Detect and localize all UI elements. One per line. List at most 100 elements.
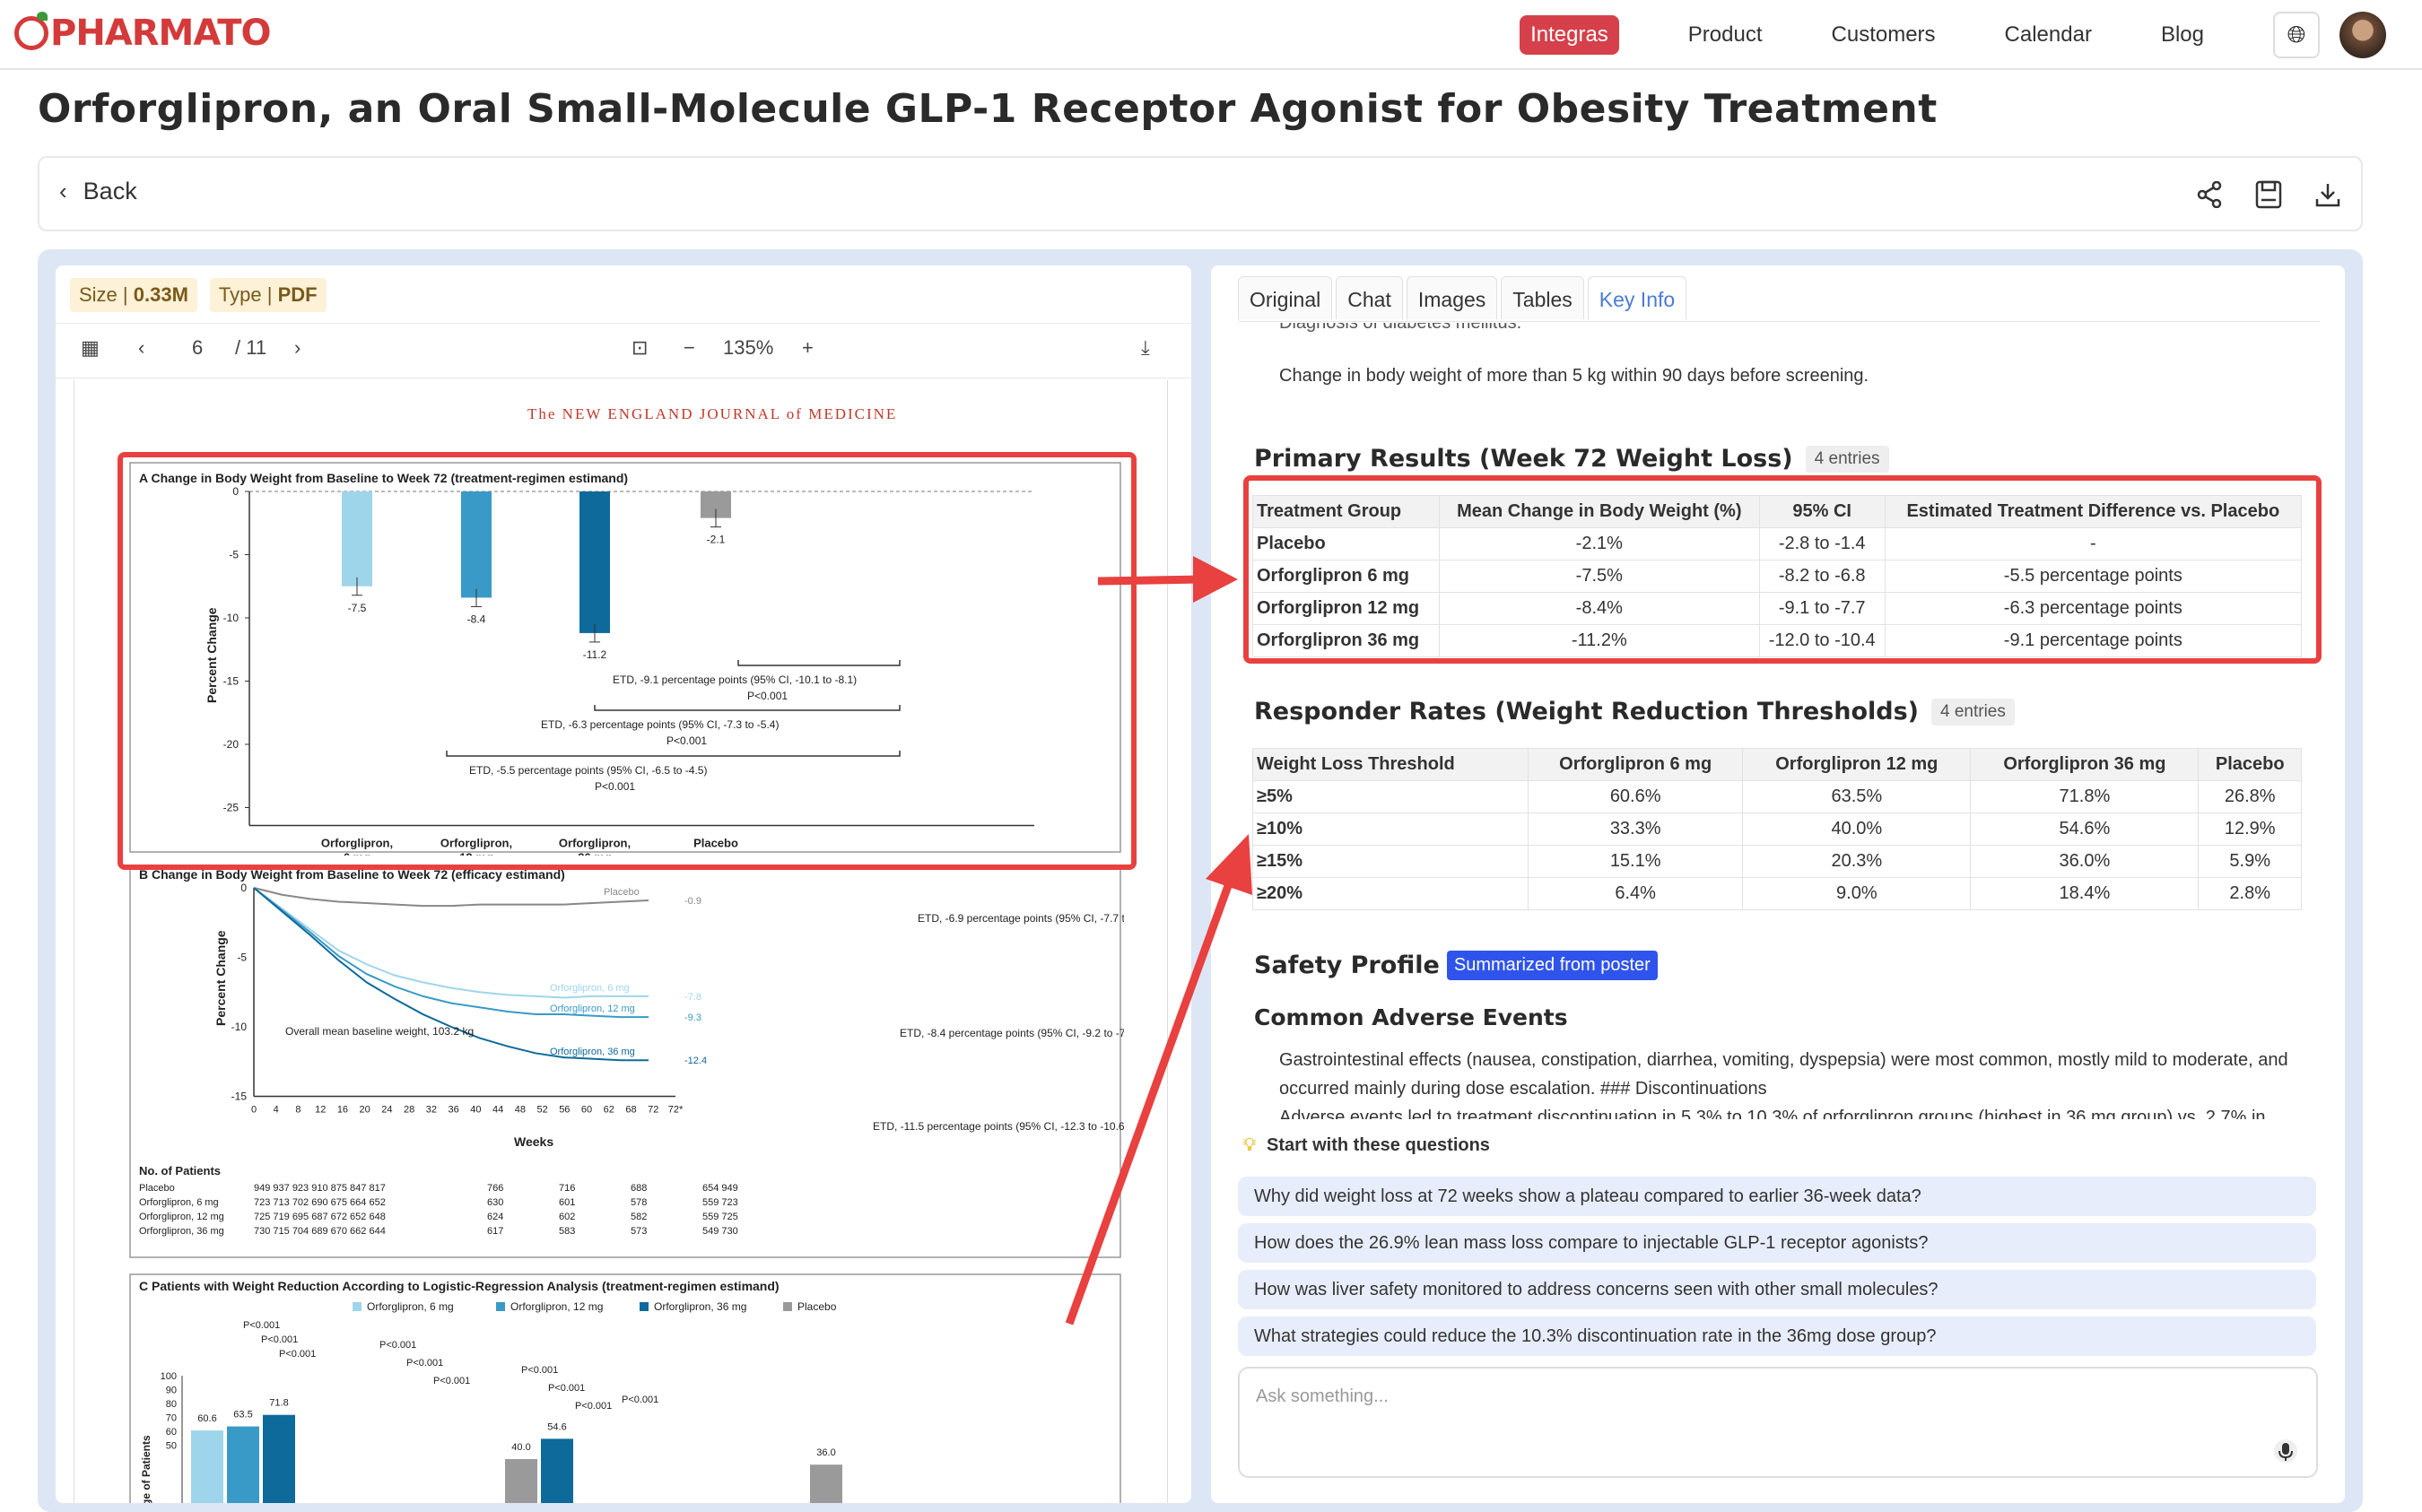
table-cell: 12.9% xyxy=(2198,812,2302,846)
figure-b-title: B Change in Body Weight from Baseline to… xyxy=(139,867,565,882)
figure-a-ytick: -25 xyxy=(223,802,240,814)
type-badge: Type | PDF xyxy=(209,278,327,312)
suggested-question-3[interactable]: How was liver safety monitored to addres… xyxy=(1238,1270,2316,1309)
tab-images[interactable]: Images xyxy=(1406,276,1498,319)
figure-c-ytick: 80 xyxy=(166,1399,177,1410)
table-cell: Orforglipron 36 mg xyxy=(1252,624,1440,657)
pharmato-logo[interactable]: PHARMATO xyxy=(14,12,271,54)
figure-c-pvalue: P<0.001 xyxy=(622,1395,658,1405)
responder-table-wrap: Weight Loss Threshold Orforglipron 6 mg Or… xyxy=(1251,748,2302,910)
pdf-page: The NEW ENGLAND JOURNAL of MEDICINE A Ch… xyxy=(74,380,1168,1503)
figure-a-ytick: -20 xyxy=(223,738,240,751)
figure-c-ytick: 60 xyxy=(166,1427,177,1438)
download-button[interactable] xyxy=(2314,179,2341,210)
primary-table-row: Orforglipron 6 mg -7.5% -8.2 to -6.8 -5.5 p… xyxy=(1252,560,2303,593)
patients-cell: 730 715 704 689 670 662 644 xyxy=(254,1226,386,1237)
figure-c-bar xyxy=(191,1430,223,1503)
figure-c-pvalue: P<0.001 xyxy=(433,1376,470,1386)
journal-header: The NEW ENGLAND JOURNAL of MEDICINE xyxy=(527,405,898,422)
table-cell: -7.5% xyxy=(1438,560,1760,593)
back-button[interactable]: ‹ Back xyxy=(59,178,137,205)
table-cell: -12.0 to -10.4 xyxy=(1758,624,1886,657)
table-cell: 5.9% xyxy=(2198,845,2302,878)
figure-b-series-name: Placebo xyxy=(604,887,640,898)
table-cell: 26.8% xyxy=(2198,780,2302,813)
chat-input[interactable]: Ask something... xyxy=(1238,1367,2318,1478)
patients-cell: 549 730 xyxy=(702,1226,738,1237)
table-header-cell: Estimated Treatment Difference vs. Place… xyxy=(1884,495,2303,528)
patients-title: No. of Patients xyxy=(139,1164,221,1177)
pdf-download-icon[interactable]: ⤓ xyxy=(1141,336,1150,359)
figure-c-data-label: 36.0 xyxy=(816,1447,835,1458)
table-cell: -11.2% xyxy=(1438,624,1760,657)
figure-c-pvalue: P<0.001 xyxy=(379,1340,416,1351)
tab-bar: Original Chat Images Tables Key Info xyxy=(1238,276,1687,319)
zoom-in-button[interactable]: + xyxy=(802,336,814,359)
tab-original[interactable]: Original xyxy=(1238,276,1333,319)
table-header-cell: 95% CI xyxy=(1758,495,1886,528)
nav-calendar[interactable]: Calendar xyxy=(2004,22,2092,47)
figure-c-pvalue: P<0.001 xyxy=(575,1401,612,1412)
figure-b-end-label: -7.8 xyxy=(684,992,701,1003)
suggested-question-2[interactable]: How does the 26.9% lean mass loss compar… xyxy=(1238,1223,2316,1263)
figure-b-xtick: 56 xyxy=(559,1105,570,1116)
save-button[interactable] xyxy=(2255,179,2282,210)
tab-chat[interactable]: Chat xyxy=(1336,276,1403,319)
page-total: / 11 xyxy=(235,336,267,359)
grid-view-icon[interactable]: ▦ xyxy=(81,336,100,359)
figure-b-ytick: -5 xyxy=(237,952,247,964)
share-button[interactable] xyxy=(2196,179,2223,210)
primary-results-heading: Primary Results (Week 72 Weight Loss) 4 e… xyxy=(1254,445,1889,473)
table-header-cell: Weight Loss Threshold xyxy=(1251,748,1529,781)
tab-key-info[interactable]: Key Info xyxy=(1587,276,1687,319)
figure-c-legend-label: Orforglipron, 12 mg xyxy=(510,1300,603,1313)
figure-c-data-label: 63.5 xyxy=(233,1410,252,1421)
patients-cell: 949 937 923 910 875 847 817 xyxy=(254,1183,386,1194)
etd-b-1: ETD, -6.9 percentage points (95% CI, -7.… xyxy=(918,912,1124,925)
nav-blog[interactable]: Blog xyxy=(2160,22,2204,47)
figure-c-data-label: 54.6 xyxy=(547,1421,566,1432)
size-badge: Size | 0.33M xyxy=(70,278,197,312)
suggested-question-4[interactable]: What strategies could reduce the 10.3% d… xyxy=(1238,1316,2316,1356)
table-cell: - xyxy=(1884,527,2303,560)
primary-count: 4 entries xyxy=(1805,445,1889,473)
next-page-button[interactable]: › xyxy=(294,336,301,359)
page-title: Orforglipron, an Oral Small-Molecule GLP… xyxy=(38,86,1938,132)
table-cell: 20.3% xyxy=(1742,845,1972,878)
microphone-icon[interactable] xyxy=(2273,1438,2298,1464)
patients-cell: 573 xyxy=(631,1226,647,1237)
table-cell: 33.3% xyxy=(1528,812,1744,846)
patients-cell: 766 xyxy=(487,1183,503,1194)
primary-results-table: Treatment Group Mean Change in Body Weigh… xyxy=(1252,495,2303,657)
figure-c-pvalue: P<0.001 xyxy=(548,1383,585,1394)
tab-tables[interactable]: Tables xyxy=(1501,276,1584,319)
suggested-question-1[interactable]: Why did weight loss at 72 weeks show a p… xyxy=(1238,1177,2316,1216)
table-cell: ≥10% xyxy=(1251,812,1529,846)
fit-width-icon[interactable]: ⊡ xyxy=(632,336,649,359)
table-cell: ≥15% xyxy=(1251,845,1529,878)
zoom-out-button[interactable]: − xyxy=(684,336,695,359)
patients-cell: 624 xyxy=(487,1212,503,1222)
table-cell: ≥20% xyxy=(1251,877,1529,910)
figure-a-category-label: Orforglipron, xyxy=(559,837,631,850)
figure-b-xtick: 48 xyxy=(515,1105,526,1116)
nav-product[interactable]: Product xyxy=(1687,22,1763,47)
table-cell: -2.8 to -1.4 xyxy=(1758,527,1886,560)
language-button[interactable]: 🌐︎ xyxy=(2273,12,2320,58)
nav-integras[interactable]: Integras xyxy=(1520,15,1619,55)
table-header-cell: Orforglipron 36 mg xyxy=(1970,748,2200,781)
page-number-input[interactable]: 6 xyxy=(192,336,204,359)
responder-heading: Responder Rates (Weight Reduction Thresh… xyxy=(1254,698,2015,726)
nav-customers[interactable]: Customers xyxy=(1831,22,1936,47)
figure-c-legend-swatch xyxy=(783,1302,792,1311)
prev-page-button[interactable]: ‹ xyxy=(138,336,145,359)
figure-c: C Patients with Weight Reduction Accordi… xyxy=(129,1273,1121,1503)
adverse-events-heading: Common Adverse Events xyxy=(1254,1004,1568,1030)
user-avatar[interactable] xyxy=(2339,12,2386,58)
figure-b-xtick: 20 xyxy=(360,1105,370,1116)
info-panel: Original Chat Images Tables Key Info Dia… xyxy=(1211,265,2345,1503)
primary-table-row: Orforglipron 36 mg -11.2% -12.0 to -10.4 -9… xyxy=(1252,624,2303,657)
globe-icon: 🌐︎ xyxy=(2287,21,2306,48)
table-header-cell: Mean Change in Body Weight (%) xyxy=(1438,495,1760,528)
figure-b-xtick: 28 xyxy=(404,1105,414,1116)
